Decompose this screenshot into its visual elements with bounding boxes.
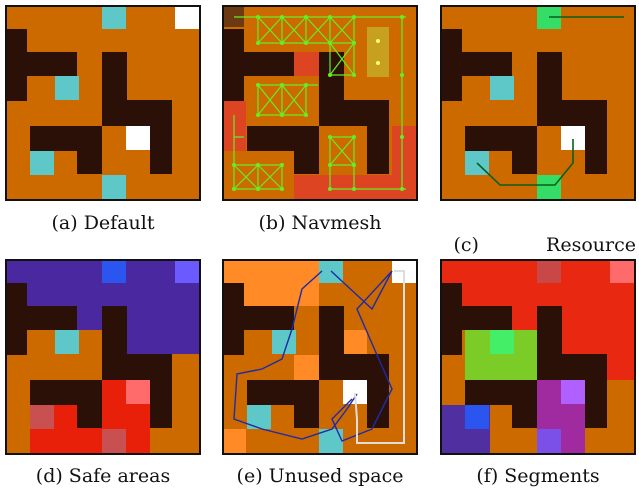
walls: [222, 29, 389, 174]
map-unused-space: [222, 259, 418, 455]
panel-default: [5, 5, 201, 201]
safety-paths: [476, 16, 624, 186]
map-resource-safety: [440, 5, 636, 201]
caption-unused-space: (e) Unused space: [236, 465, 404, 487]
map-navmesh: [222, 5, 418, 201]
highlight-cell: [367, 27, 389, 77]
caption-resource-safety-line1: (c) Resource: [453, 234, 636, 256]
walls: [5, 29, 172, 174]
paths: [233, 270, 405, 444]
caption-safe-areas: (d) Safe areas: [35, 465, 171, 487]
exit-tiles: [126, 5, 201, 150]
navmesh-nodes: [232, 15, 404, 191]
panel-resource-safety: [440, 5, 636, 201]
walls: [5, 283, 172, 428]
panel-segments: [440, 259, 636, 455]
map-default: [5, 5, 201, 201]
walls: [440, 29, 607, 174]
navmesh-grid: [233, 16, 406, 190]
walls: [440, 283, 607, 428]
resource: [490, 76, 514, 100]
panel-navmesh: [222, 5, 418, 201]
caption-default: (a) Default: [51, 212, 155, 234]
safe-resource: [537, 175, 561, 201]
caption-segments: (f) Segments: [476, 465, 600, 487]
walls: [222, 283, 389, 428]
panel-safe-areas: [5, 259, 201, 455]
panel-unused-space: [222, 259, 418, 455]
unused-cells: [222, 259, 367, 455]
map-segments: [440, 259, 636, 455]
resource-tiles: [30, 5, 126, 201]
caption-navmesh: (b) Navmesh: [258, 212, 382, 234]
map-safe-areas: [5, 259, 201, 455]
